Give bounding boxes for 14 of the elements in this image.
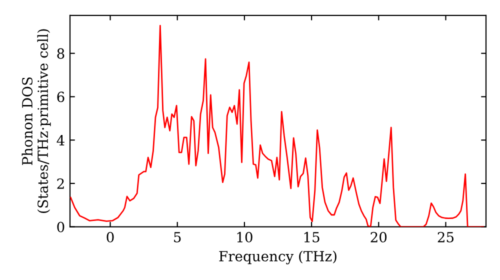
y-tick-label: 0 <box>57 222 64 232</box>
x-tick-label: 25 <box>438 232 454 242</box>
x-tick-label: 5 <box>174 232 181 242</box>
x-axis-title: Frequency (THz) <box>219 250 336 264</box>
y-tick-label: 4 <box>56 135 64 146</box>
y-tick-label: 2 <box>57 178 64 189</box>
line-series <box>70 24 484 227</box>
y-axis-title: Phonon DOS (States/THz·primitive cell) <box>22 29 51 213</box>
x-tick-label: 0 <box>106 232 114 242</box>
x-tick-label: 15 <box>304 232 320 242</box>
x-tick-label: 10 <box>237 232 252 242</box>
y-tick-label: 8 <box>57 48 64 59</box>
y-tick-label: 6 <box>57 92 64 102</box>
x-tick-label: 20 <box>370 232 387 242</box>
